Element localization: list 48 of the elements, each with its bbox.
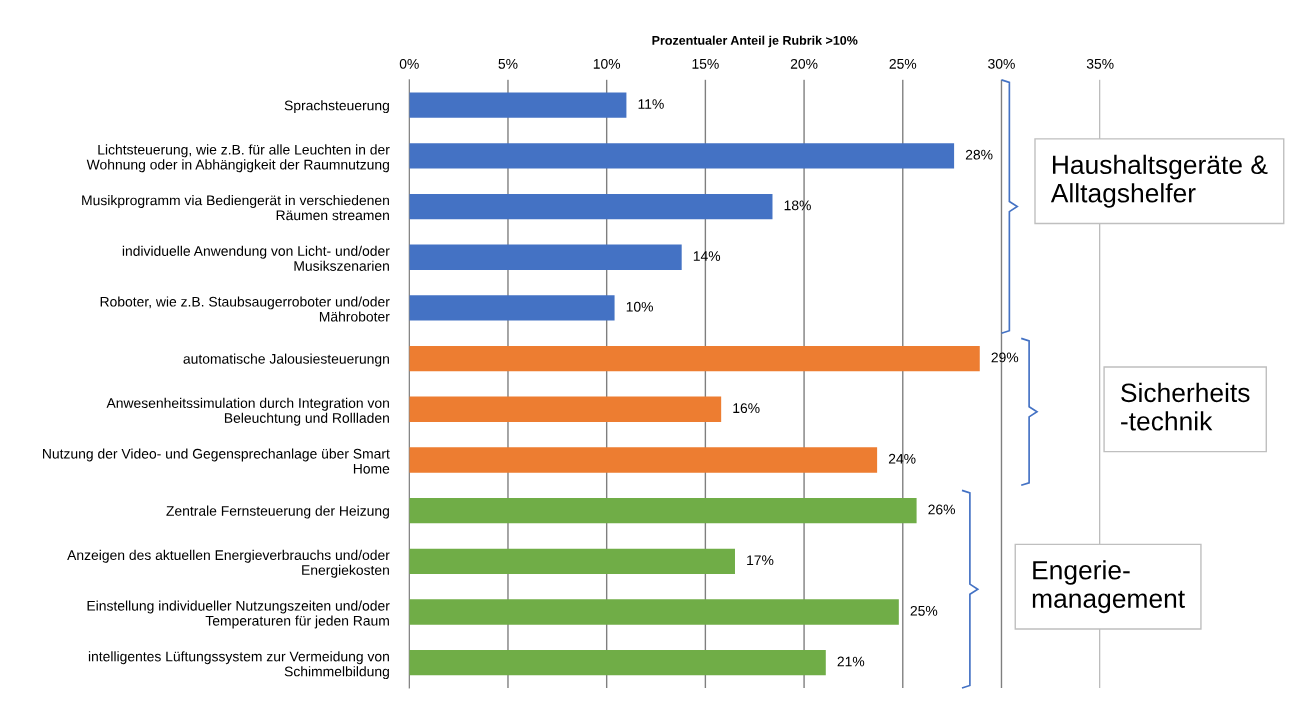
bar: [409, 345, 980, 372]
x-axis-title: Prozentualer Anteil je Rubrik >10%: [652, 35, 858, 48]
x-tick-label: 30%: [988, 58, 1015, 69]
y-tick-label: Lichtsteuerung, wie z.B. für alle Leuchten in der Wohnung oder in Abhängigkeit der Raumnutzung: [86, 144, 390, 173]
data-label: 25%: [910, 605, 938, 616]
bar: [409, 92, 627, 118]
bar: [409, 650, 826, 676]
bar: [409, 548, 735, 575]
data-label: 11%: [638, 99, 664, 109]
y-tick-label: Anwesenheitssimulation durch Integration von Beleuchtung und Rollladen: [106, 397, 389, 426]
data-label: 17%: [747, 555, 774, 566]
x-tick-label: 10%: [593, 58, 621, 69]
data-label: 28%: [965, 149, 993, 160]
annotation: Haushaltsgeräte & Alltagshelfer: [1050, 154, 1268, 208]
bar: [409, 244, 682, 270]
data-label: 16%: [733, 403, 760, 414]
bar: [409, 295, 615, 321]
y-tick-label: automatische Jalousiesteuerungn: [183, 353, 389, 367]
data-label: 10%: [626, 301, 653, 312]
y-tick-label: Zentrale Fernsteuerung der Heizung: [166, 505, 389, 519]
bar: [409, 447, 878, 473]
bar: [409, 599, 899, 625]
x-tick-label: 25%: [889, 58, 917, 69]
data-label: 26%: [928, 504, 956, 515]
data-label: 21%: [837, 656, 865, 667]
x-tick-label: 15%: [692, 59, 719, 69]
y-tick-label: Roboter, wie z.B. Staubsaugerroboter und/oder Mähroboter: [100, 296, 390, 322]
bar: [409, 497, 917, 524]
y-tick-label: Einstellung individueller Nutzungszeiten und/oder Temperaturen für jeden Raum: [87, 600, 390, 629]
text: Sicherheits -technik: [1121, 382, 1250, 431]
data-label: 24%: [888, 453, 916, 464]
y-tick-label: Sprachsteuerung: [284, 100, 389, 114]
data-label: 18%: [784, 200, 811, 211]
x-tick-label: 20%: [790, 58, 818, 69]
bar: [409, 396, 722, 422]
bar: [409, 143, 955, 169]
y-tick-label: individuelle Anwendung von Licht- und/oder Musikszenarien: [122, 245, 390, 271]
y-tick-label: Nutzung der Video- und Gegensprechanlage über Smart Home: [43, 448, 390, 474]
y-tick-label: intelligentes Lüftungssystem zur Vermeidung von Schimmelbildung: [88, 651, 389, 680]
annotation: Engerie- management: [1032, 560, 1185, 614]
x-tick-label: 5%: [498, 59, 518, 69]
data-label: 14%: [693, 251, 721, 261]
x-tick-label: 0%: [399, 58, 419, 69]
x-tick-label: 35%: [1086, 58, 1114, 69]
bar: [409, 193, 773, 220]
y-tick-label: Anzeigen des aktuellen Energieverbrauchs und/oder Energiekosten: [67, 549, 390, 578]
y-tick-label: Musikprogramm via Bediengerät in verschiedenen Räumen streamen: [82, 195, 389, 221]
data-label: 29%: [991, 352, 1019, 363]
